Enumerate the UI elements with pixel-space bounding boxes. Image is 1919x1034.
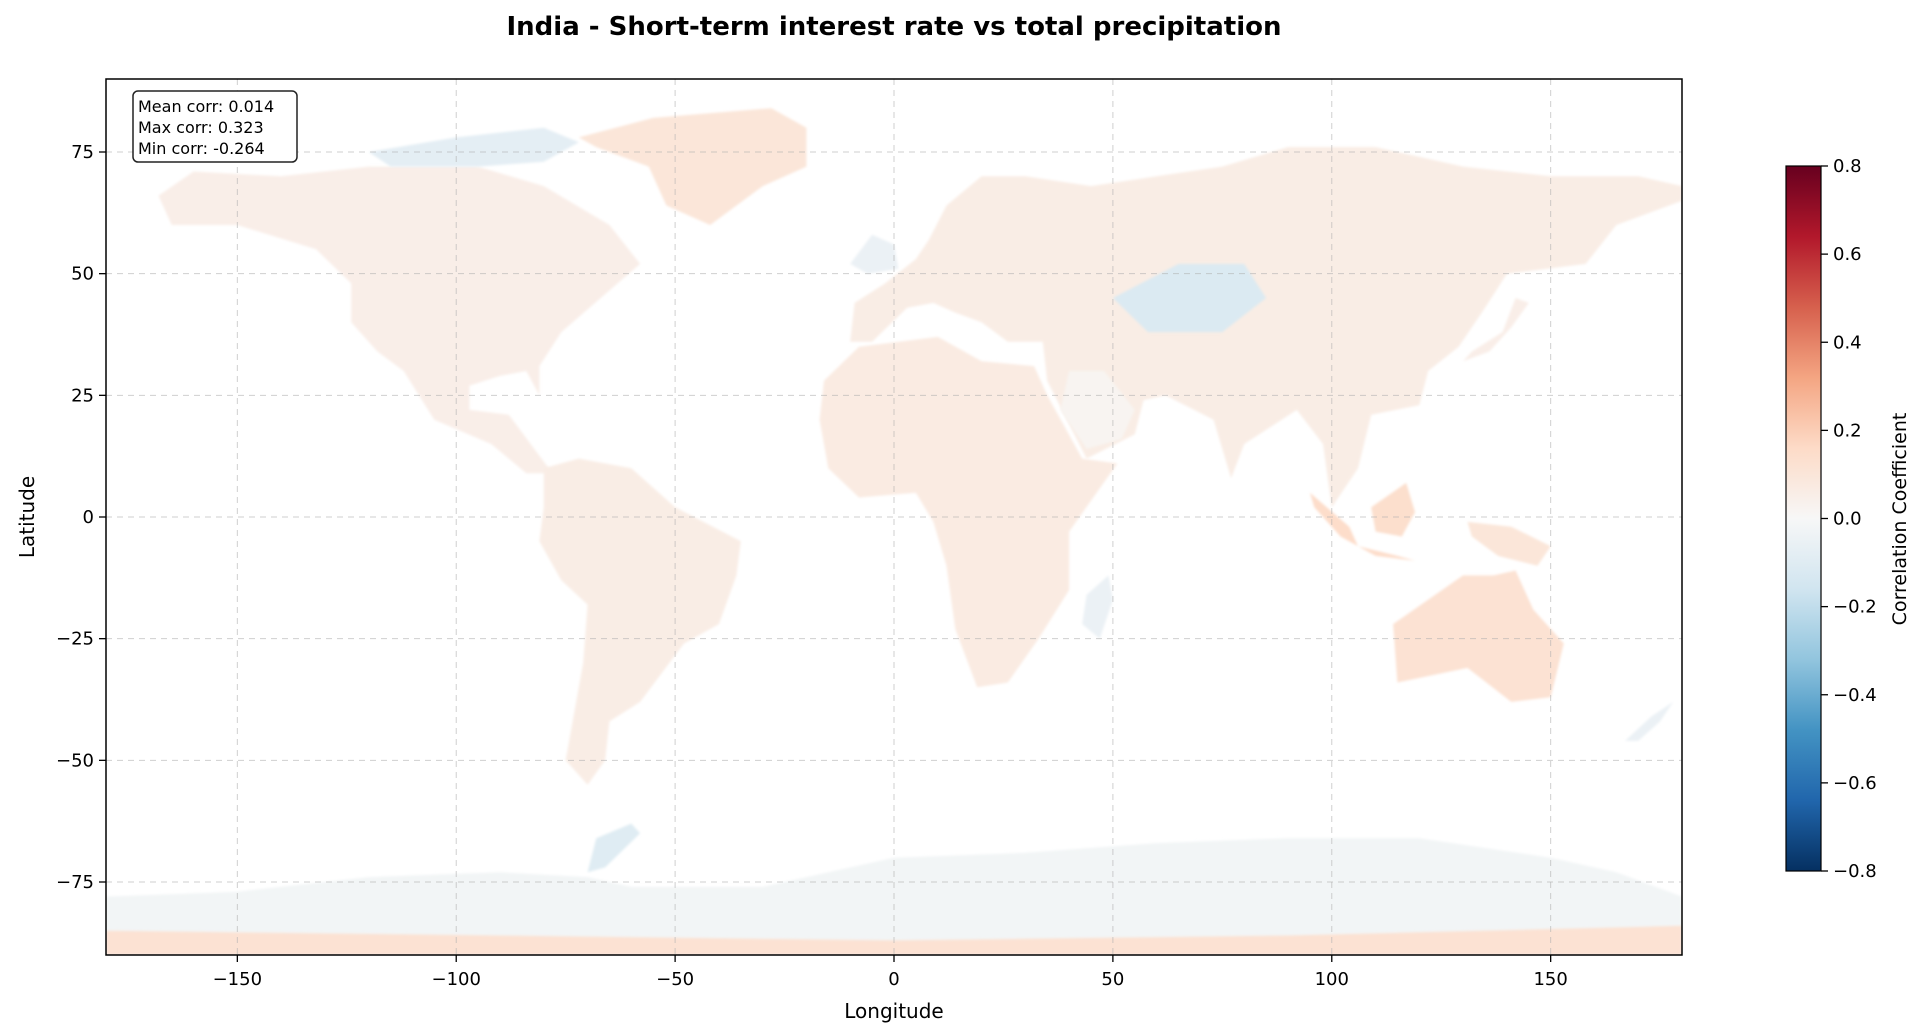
colorbar: 0.8 0.6 0.4 0.2 0.0 −0.2 −0.4 −0.6 −0.8 Correlat… — [1785, 156, 1911, 882]
region-madagascar — [1082, 575, 1113, 639]
region-north-america — [158, 166, 641, 474]
x-tick-label: −50 — [656, 969, 694, 990]
colorbar-tick-label: −0.8 — [1833, 861, 1877, 882]
colorbar-tick-label: 0.6 — [1833, 244, 1862, 265]
region-british-isles — [850, 234, 899, 274]
region-new-zealand — [1625, 701, 1674, 741]
colorbar-tick-label: 0.4 — [1833, 332, 1862, 353]
x-tick-label: −100 — [431, 969, 480, 990]
y-axis-label: Latitude — [15, 476, 39, 558]
colorbar-tick-label: 0.2 — [1833, 420, 1862, 441]
x-tick-label: 150 — [1533, 969, 1567, 990]
y-axis: 75 50 25 0 −25 −50 −75 — [56, 142, 106, 893]
x-tick-label: 100 — [1315, 969, 1349, 990]
colorbar-tick-label: 0.8 — [1833, 156, 1862, 177]
y-tick-label: −25 — [56, 629, 94, 650]
chart-title: India - Short-term interest rate vs tota… — [507, 12, 1282, 42]
colorbar-tick-label: 0.0 — [1833, 509, 1862, 530]
y-tick-label: −75 — [56, 872, 94, 893]
region-japan — [1463, 298, 1529, 362]
colorbar-gradient — [1785, 165, 1822, 872]
y-tick-label: 75 — [71, 142, 94, 163]
colorbar-tick-label: −0.6 — [1833, 773, 1877, 794]
y-tick-label: 50 — [71, 264, 94, 285]
colorbar-label: Correlation Coefficient — [1889, 413, 1911, 626]
gridlines — [106, 79, 1682, 955]
x-axis-label: Longitude — [844, 999, 943, 1023]
y-tick-label: 0 — [83, 507, 94, 528]
stats-box: Mean corr: 0.014 Max corr: 0.323 Min cor… — [132, 90, 298, 163]
region-canadian-arctic — [368, 127, 579, 167]
stats-mean: Mean corr: 0.014 — [138, 97, 274, 116]
y-tick-label: −50 — [56, 750, 94, 771]
x-tick-label: −150 — [213, 969, 262, 990]
stats-min: Min corr: -0.264 — [138, 139, 265, 158]
y-tick-label: 25 — [71, 385, 94, 406]
colorbar-tick-label: −0.4 — [1833, 685, 1877, 706]
region-greenland — [578, 108, 807, 225]
x-tick-label: 0 — [888, 969, 899, 990]
correlation-map — [106, 108, 1682, 955]
region-eurasia — [850, 147, 1682, 508]
x-tick-label: 50 — [1101, 969, 1124, 990]
colorbar-tick-label: −0.2 — [1833, 597, 1877, 618]
x-axis: −150 −100 −50 0 50 100 150 — [213, 955, 1568, 990]
region-australia — [1393, 570, 1564, 702]
region-new-guinea — [1467, 521, 1551, 566]
region-borneo — [1371, 482, 1415, 537]
region-antarctic-peninsula — [587, 823, 641, 873]
stats-max: Max corr: 0.323 — [138, 118, 264, 137]
region-arabia-dip — [1060, 371, 1135, 449]
region-central-asia — [1112, 263, 1267, 333]
region-south-america — [539, 458, 741, 785]
